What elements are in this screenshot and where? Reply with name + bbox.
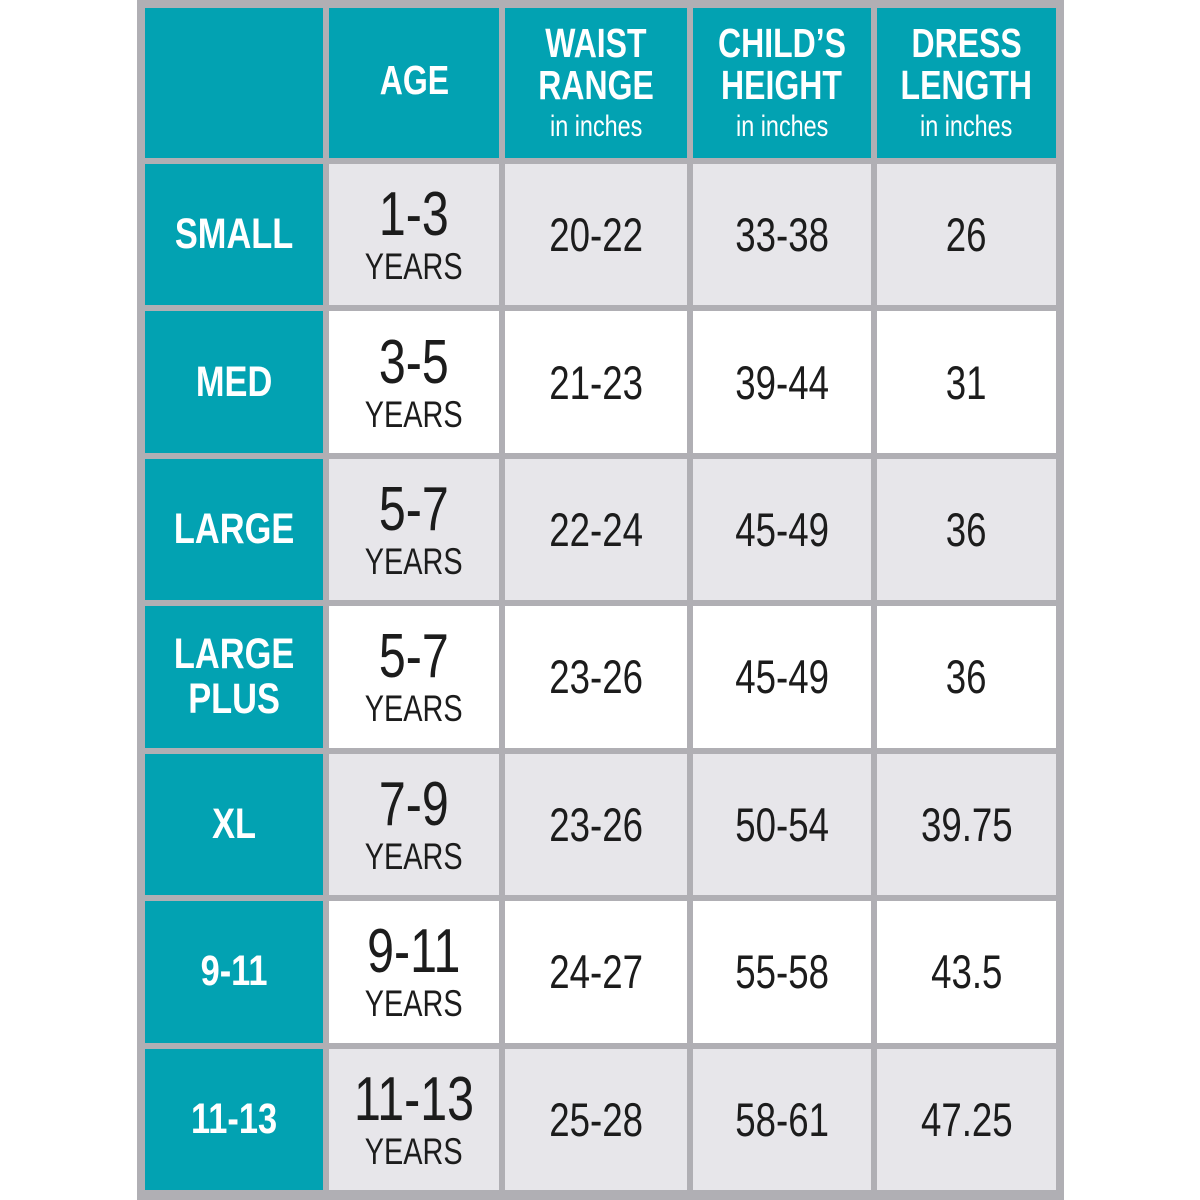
- header-waist-range: WAIST RANGE in inches: [504, 8, 687, 158]
- cell-large-height: 45-49: [692, 458, 871, 601]
- row-label-large-plus: LARGE PLUS: [145, 606, 324, 748]
- cell-9-11-height: 55-58: [692, 901, 871, 1043]
- cell-large-dress: 36: [876, 458, 1056, 601]
- cell-large-plus-waist: 23-26: [504, 606, 687, 748]
- cell-small-dress: 26: [876, 164, 1056, 306]
- cell-9-11-dress: 43.5: [876, 901, 1056, 1043]
- cell-11-13-waist: 25-28: [504, 1048, 687, 1190]
- cell-small-waist: 20-22: [504, 164, 687, 306]
- cell-11-13-height: 58-61: [692, 1048, 871, 1190]
- size-chart-table: AGE WAIST RANGE in inches CHILD’S HEIGHT…: [137, 0, 1064, 1200]
- header-childs-height: CHILD’S HEIGHT in inches: [692, 8, 871, 158]
- cell-xl-dress: 39.75: [876, 753, 1056, 896]
- cell-large-age: 5-7 YEARS: [329, 458, 499, 601]
- header-age: AGE: [329, 8, 499, 158]
- cell-large-plus-height: 45-49: [692, 606, 871, 748]
- row-label-9-11: 9-11: [145, 901, 324, 1043]
- cell-med-waist: 21-23: [504, 311, 687, 453]
- cell-small-age: 1-3 YEARS: [329, 164, 499, 306]
- cell-11-13-age: 11-13 YEARS: [329, 1048, 499, 1190]
- row-label-med: MED: [145, 311, 324, 453]
- cell-xl-height: 50-54: [692, 753, 871, 896]
- row-label-11-13: 11-13: [145, 1048, 324, 1190]
- cell-large-waist: 22-24: [504, 458, 687, 601]
- header-corner-cell: [145, 8, 324, 158]
- row-label-xl: XL: [145, 753, 324, 896]
- cell-9-11-waist: 24-27: [504, 901, 687, 1043]
- cell-med-height: 39-44: [692, 311, 871, 453]
- cell-small-height: 33-38: [692, 164, 871, 306]
- cell-11-13-dress: 47.25: [876, 1048, 1056, 1190]
- row-label-small: SMALL: [145, 164, 324, 306]
- cell-med-dress: 31: [876, 311, 1056, 453]
- cell-med-age: 3-5 YEARS: [329, 311, 499, 453]
- row-label-large: LARGE: [145, 458, 324, 601]
- header-dress-length: DRESS LENGTH in inches: [876, 8, 1056, 158]
- cell-large-plus-dress: 36: [876, 606, 1056, 748]
- cell-9-11-age: 9-11 YEARS: [329, 901, 499, 1043]
- cell-xl-waist: 23-26: [504, 753, 687, 896]
- cell-xl-age: 7-9 YEARS: [329, 753, 499, 896]
- cell-large-plus-age: 5-7 YEARS: [329, 606, 499, 748]
